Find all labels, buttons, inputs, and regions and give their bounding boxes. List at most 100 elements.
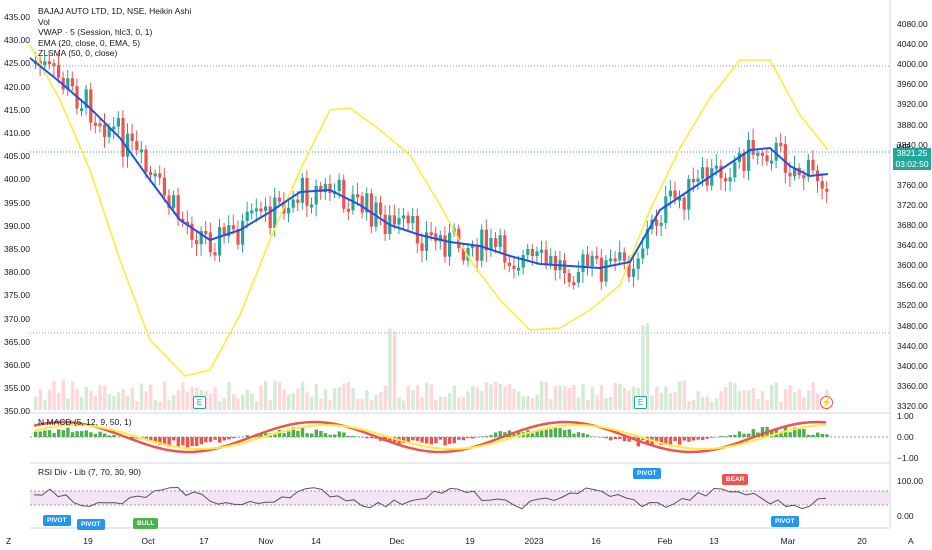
alert-icon[interactable]: ⚡ (820, 396, 833, 409)
candle-body (222, 227, 226, 237)
pivot-tag[interactable]: PIVOT (633, 468, 661, 479)
pivot-tag[interactable]: PIVOT (43, 515, 71, 526)
macd-bar (112, 434, 116, 437)
volume-bar (103, 385, 107, 410)
macd-bar (70, 432, 75, 437)
volume-bar (563, 386, 567, 410)
candle-body (673, 190, 677, 199)
candle-body (149, 171, 153, 175)
candle-body (443, 235, 447, 257)
candle-body (47, 61, 51, 65)
left-axis-tick: 385.00 (4, 244, 30, 254)
volume-bar (116, 392, 121, 410)
candle-body (820, 181, 824, 189)
macd-bar (38, 431, 42, 437)
volume-bar (126, 396, 130, 410)
macd-bar (337, 431, 341, 437)
volume-bar (494, 381, 498, 410)
left-axis-tick: 405.00 (4, 151, 30, 162)
volume-bar (167, 400, 171, 410)
candle-body (204, 231, 208, 235)
candle-body (80, 108, 84, 112)
volume-bar (346, 381, 351, 410)
volume-bar (388, 328, 392, 410)
volume-bar (581, 384, 585, 410)
volume-bar (305, 392, 309, 410)
candle-body (682, 197, 686, 210)
last-price-badge: 3821.25 03:02:50 (893, 148, 931, 170)
left-axis-tick: 425.00 (4, 58, 30, 69)
macd-bar (673, 437, 677, 442)
macd-bar (273, 432, 277, 437)
indicator-volume[interactable]: Vol (38, 16, 50, 27)
left-axis-tick: 365.00 (4, 336, 30, 347)
macd-bar (802, 428, 806, 437)
macd-bar (365, 437, 369, 439)
earnings-marker[interactable]: E (193, 396, 206, 409)
volume-bar (816, 393, 820, 410)
volume-bar (521, 396, 525, 410)
indicator-ema[interactable]: EMA (20, close, 0, EMA, 5) (38, 37, 141, 48)
rsi-title[interactable]: RSI Div - Lib (7, 70, 30, 90) (38, 467, 141, 477)
macd-bar (457, 437, 461, 440)
macd-bar (52, 432, 56, 437)
bull-tag[interactable]: BULL (133, 518, 159, 529)
bear-tag[interactable]: BEAR (722, 474, 749, 485)
volume-bar (613, 382, 617, 410)
ema-line (29, 57, 829, 270)
time-axis-tick: 16 (591, 536, 601, 546)
macd-bar (346, 436, 351, 437)
macd-bar (208, 437, 213, 442)
volume-bar (751, 388, 755, 410)
candle-body (618, 252, 622, 261)
volume-bar (314, 384, 318, 410)
zoom-button[interactable]: Z (6, 536, 12, 546)
macd-tick: 0.00 (897, 432, 914, 442)
symbol-title[interactable]: BAJAJ AUTO LTD, 1D, NSE, Heikin Ashi (38, 6, 192, 16)
pivot-tag[interactable]: PIVOT (77, 519, 105, 530)
volume-bar (655, 386, 659, 410)
volume-bar (452, 385, 456, 410)
candle-body (153, 173, 157, 177)
macd-bar (43, 430, 47, 437)
macd-bar (66, 427, 70, 437)
pivot-tag[interactable]: PIVOT (771, 516, 799, 527)
macd-bar (701, 437, 705, 440)
macd-bar (770, 430, 774, 437)
volume-bar (526, 395, 530, 410)
auto-scale-button[interactable]: A (908, 536, 914, 546)
volume-bar (310, 396, 314, 410)
macd-bar (687, 437, 691, 442)
candle-body (185, 221, 189, 225)
volume-bar (475, 387, 479, 410)
candle-body (52, 63, 56, 67)
right-axis-tick: 3440.00 (897, 340, 928, 351)
macd-bar (806, 434, 811, 437)
volume-bar (540, 381, 544, 410)
indicator-vwap[interactable]: VWAP · 5 (Session, hlc3, 0, 1) (38, 27, 153, 37)
macd-title[interactable]: N MACD (5, 12, 9, 50, 1) (38, 417, 132, 427)
macd-bar (627, 437, 631, 442)
candle-body (227, 225, 231, 237)
macd-bar (411, 437, 415, 441)
volume-bar (595, 395, 599, 410)
earnings-marker[interactable]: E (634, 396, 647, 409)
macd-bar (434, 437, 438, 444)
macd-bar (742, 433, 746, 437)
candle-body (43, 61, 47, 66)
indicator-zlsma[interactable]: ZLSMA (50, 0, close) (38, 48, 118, 58)
candle-body (245, 211, 249, 221)
candle-body (264, 206, 268, 211)
right-axis-tick: 4080.00 (897, 19, 928, 29)
candle-body (429, 232, 433, 236)
macd-bar (590, 436, 594, 437)
volume-bar (549, 399, 553, 410)
macd-bar (645, 437, 650, 445)
volume-bar (604, 398, 608, 410)
macd-line (33, 420, 827, 454)
macd-bar (162, 437, 167, 446)
macd-bar (563, 430, 567, 437)
volume-bar (420, 396, 424, 410)
volume-bar (627, 390, 631, 410)
